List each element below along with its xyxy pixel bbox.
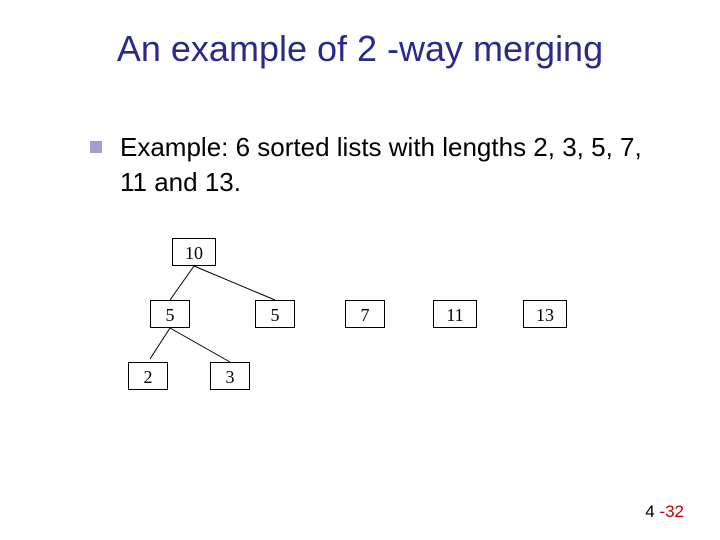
slide-title: An example of 2 -way merging [0, 28, 720, 70]
tree-node-13: 13 [523, 300, 567, 328]
bullet-square-icon [90, 141, 102, 153]
tree-node-2: 2 [128, 362, 168, 390]
page-prefix: 4 [645, 502, 659, 521]
bullet-item: Example: 6 sorted lists with lengths 2, … [90, 130, 650, 200]
tree-edges [150, 238, 580, 438]
tree-node-root: 10 [172, 238, 216, 266]
page-number: 4 -32 [645, 502, 684, 522]
page-index: 32 [665, 502, 684, 521]
bullet-text: Example: 6 sorted lists with lengths 2, … [120, 130, 650, 200]
tree-node-11: 11 [433, 300, 477, 328]
merge-tree-diagram: 10 5 5 7 11 13 2 3 [150, 238, 580, 438]
tree-node-3: 3 [210, 362, 250, 390]
tree-node-7: 7 [345, 300, 385, 328]
tree-node-5a: 5 [150, 300, 190, 328]
tree-node-5b: 5 [255, 300, 295, 328]
